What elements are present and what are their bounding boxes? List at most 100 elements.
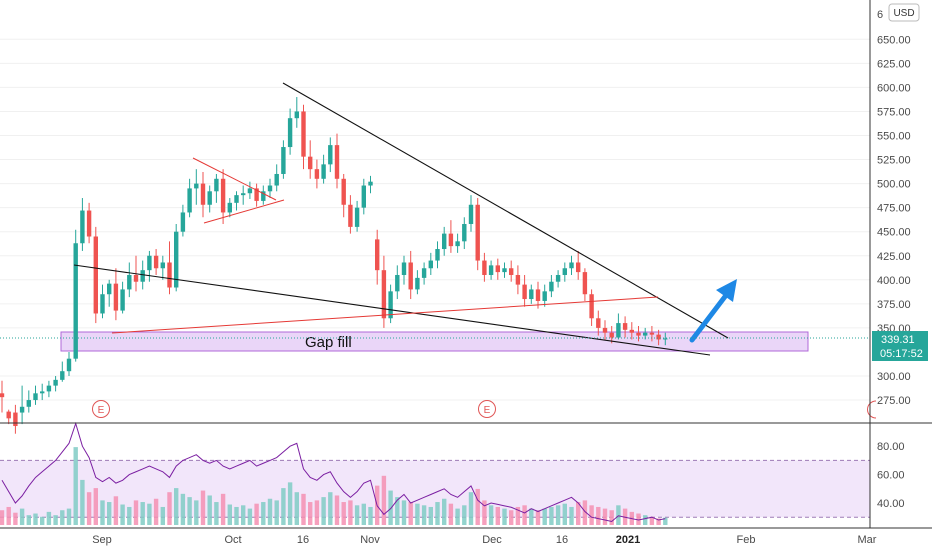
candle xyxy=(636,325,641,342)
candle xyxy=(100,284,105,319)
support-line[interactable] xyxy=(111,296,659,334)
candle xyxy=(147,250,152,282)
volume-bar xyxy=(495,506,500,525)
volume-bar xyxy=(200,490,206,525)
rsi-tick-label: 60.00 xyxy=(877,470,905,482)
volume-bar xyxy=(334,495,340,525)
volume-bar xyxy=(13,512,18,525)
candle xyxy=(80,198,85,251)
candle xyxy=(663,332,668,346)
time-axis[interactable]: Sep Oct 16 Nov Dec 16 2021 Feb Mar xyxy=(92,534,877,546)
candle xyxy=(321,154,326,184)
volume-bar xyxy=(294,492,299,525)
volume-bar xyxy=(287,482,293,525)
candle xyxy=(475,198,480,271)
candle xyxy=(127,262,132,298)
candle xyxy=(502,262,507,278)
volume-bar xyxy=(569,506,574,525)
volume-bar xyxy=(462,505,467,525)
volume-bar xyxy=(274,500,279,525)
price-grid xyxy=(0,38,870,401)
lower-trendline[interactable] xyxy=(73,264,711,356)
volume-bar xyxy=(26,515,31,525)
candle xyxy=(582,268,588,301)
volume-bar xyxy=(60,510,65,525)
volume-bar xyxy=(663,517,668,525)
candle xyxy=(395,265,400,300)
drawing-tools[interactable] xyxy=(73,82,737,356)
bounce-arrow-head[interactable] xyxy=(716,279,737,302)
price-tick-label: 400.00 xyxy=(877,275,911,287)
countdown-tag: 05:17:52 xyxy=(872,346,928,361)
date-tick-label: Feb xyxy=(737,534,756,546)
candle xyxy=(589,289,594,326)
triangle-top-line[interactable] xyxy=(192,157,277,201)
candle xyxy=(227,198,232,218)
candle xyxy=(33,385,38,405)
volume-bar xyxy=(73,447,78,525)
candle xyxy=(160,255,165,280)
candle xyxy=(46,380,52,398)
volume-bar xyxy=(220,493,226,525)
candle xyxy=(482,252,487,282)
rsi-tick-label: 80.00 xyxy=(877,441,905,453)
candle xyxy=(428,252,433,275)
candle xyxy=(254,183,259,207)
candle xyxy=(522,274,527,307)
candle xyxy=(488,260,494,280)
volume-bar xyxy=(616,505,621,525)
price-axis[interactable]: 650.00 625.00 600.00 575.00 550.00 525.00 500.… xyxy=(877,34,911,407)
upper-trendline[interactable] xyxy=(282,82,729,339)
candle xyxy=(6,409,11,425)
candle xyxy=(174,224,179,292)
volume-bar xyxy=(421,505,427,525)
volume-bar xyxy=(562,503,567,525)
candle xyxy=(341,173,346,218)
candle xyxy=(509,260,514,282)
volume-bar xyxy=(241,505,246,525)
bounce-arrow-shaft[interactable] xyxy=(689,287,733,343)
candle xyxy=(656,329,661,346)
volume-bar xyxy=(46,511,52,525)
candle xyxy=(153,249,159,275)
earnings-marker[interactable]: E xyxy=(478,400,496,418)
volume-bar xyxy=(133,500,139,525)
volume-bar xyxy=(502,508,507,525)
date-tick-label: 2021 xyxy=(616,534,640,546)
candle xyxy=(328,137,333,173)
volume-bar xyxy=(468,492,474,525)
triangle-bottom-line[interactable] xyxy=(203,199,285,224)
volume-bar xyxy=(475,488,480,525)
currency-badge[interactable]: USD xyxy=(888,3,920,22)
date-tick-label: Oct xyxy=(224,534,241,546)
volume-bar xyxy=(100,500,105,525)
candle xyxy=(622,316,628,338)
candle xyxy=(287,108,293,155)
volume-bar xyxy=(361,503,366,525)
rsi-tick-label: 40.00 xyxy=(877,498,905,510)
candle xyxy=(348,195,353,234)
price-tick-partial: 6 xyxy=(877,9,883,21)
candle xyxy=(629,322,634,340)
price-tick-label: 300.00 xyxy=(877,371,911,383)
volume-bar xyxy=(120,504,125,525)
volume-bar xyxy=(80,479,85,525)
earnings-marker[interactable] xyxy=(867,400,877,419)
candle xyxy=(596,310,601,336)
volume-bar xyxy=(227,504,232,525)
last-price-tag: 339.31 xyxy=(872,331,928,347)
volume-bar xyxy=(153,498,159,525)
candle xyxy=(207,185,212,213)
volume-bar xyxy=(321,497,326,525)
volume-bar xyxy=(53,515,58,525)
volume-bar xyxy=(435,502,440,525)
earnings-marker[interactable]: E xyxy=(92,400,110,418)
candle xyxy=(73,229,78,362)
rsi-axis[interactable]: 80.00 60.00 40.00 xyxy=(877,441,905,510)
volume-bar xyxy=(107,502,112,525)
volume-bar xyxy=(609,510,614,525)
gap-fill-zone[interactable] xyxy=(60,331,809,352)
price-tick-label: 550.00 xyxy=(877,131,911,143)
gap-fill-label: Gap fill xyxy=(305,334,352,351)
